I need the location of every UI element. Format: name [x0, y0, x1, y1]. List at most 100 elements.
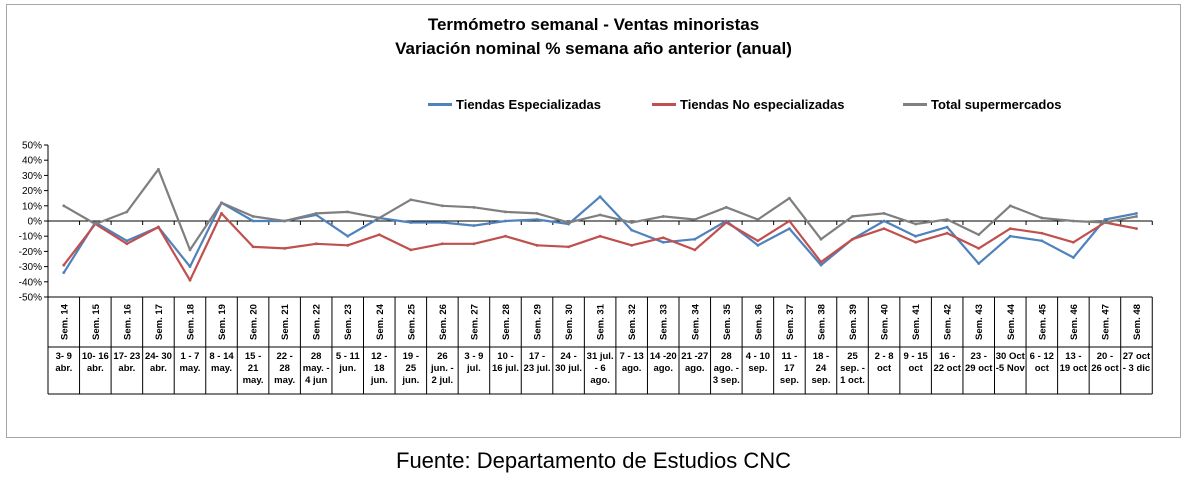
x-week-label: Sem. 41 [911, 303, 922, 340]
x-date-label: 19 - [403, 351, 419, 362]
x-week-label: Sem. 34 [690, 303, 701, 340]
x-week-label: Sem. 32 [627, 304, 638, 340]
x-date-label: jun. - [430, 363, 454, 374]
data-point-series-2 [125, 242, 129, 246]
data-point-series-1 [1008, 234, 1012, 238]
data-point-series-1 [1135, 212, 1138, 215]
data-point-series-1 [756, 243, 760, 247]
x-date-label: jun. [401, 375, 419, 386]
x-date-label: abr. [150, 363, 167, 374]
x-date-label: 31 jul. [587, 351, 614, 362]
x-date-label: sep. [748, 363, 767, 374]
x-date-label: 4 - 10 [746, 351, 770, 362]
data-point-series-2 [440, 242, 444, 246]
x-date-label: 5 - 11 [336, 351, 360, 362]
data-point-series-1 [409, 221, 413, 224]
data-point-series-2 [314, 242, 318, 246]
x-date-label: 10 - [497, 351, 513, 362]
x-date-label: 29 oct [965, 363, 993, 374]
data-point-series-3 [504, 210, 507, 214]
data-point-series-2 [914, 240, 918, 244]
data-point-series-2 [1071, 240, 1075, 244]
x-date-label: 28 [721, 351, 732, 362]
data-point-series-2 [630, 243, 634, 247]
x-date-label: jul. [466, 363, 481, 374]
data-point-series-3 [1103, 221, 1107, 224]
data-point-series-3 [220, 201, 223, 205]
data-point-series-2 [788, 219, 791, 223]
data-point-series-1 [630, 228, 634, 232]
x-week-label: Sem. 43 [974, 304, 985, 340]
y-tick-label: -10% [19, 232, 42, 243]
data-point-series-2 [188, 278, 192, 282]
y-tick-label: 40% [22, 156, 42, 167]
x-date-label: 1 oct. [840, 375, 865, 386]
x-date-label: 23 - [971, 351, 987, 362]
data-point-series-2 [977, 246, 981, 250]
data-point-series-3 [472, 205, 476, 209]
y-tick-label: -30% [19, 262, 42, 273]
x-date-label: may. [179, 363, 200, 374]
x-week-label: Sem. 24 [375, 303, 386, 340]
x-date-label: 24 [816, 363, 827, 374]
data-point-series-3 [567, 221, 570, 224]
data-point-series-2 [504, 234, 507, 238]
series-line-2 [62, 212, 1138, 282]
x-date-label: - 3 dic [1123, 363, 1150, 374]
data-point-series-3 [62, 204, 66, 208]
x-week-label: Sem. 21 [280, 303, 291, 340]
x-week-label: Sem. 31 [596, 303, 607, 340]
x-date-label: oct [909, 363, 924, 374]
x-date-label: 3 sep. [713, 375, 740, 386]
chart-title: Termómetro semanal - Ventas minoristas [427, 15, 760, 34]
data-point-series-3 [914, 222, 918, 226]
x-date-label: 16 jul. [492, 363, 519, 374]
x-week-label: Sem. 42 [943, 304, 954, 340]
x-week-label: Sem. 48 [1132, 304, 1143, 340]
x-date-label: 28 [279, 363, 290, 374]
x-date-label: 25 [406, 363, 417, 374]
legend-label-total-supermercados: Total supermercados [931, 96, 1062, 112]
x-week-label: Sem. 18 [185, 304, 196, 340]
data-point-series-3 [283, 219, 287, 223]
source-footer: Fuente: Departamento de Estudios CNC [396, 448, 791, 473]
data-point-series-2 [1008, 227, 1012, 231]
x-week-label: Sem. 14 [59, 303, 70, 340]
x-date-label: abr. [55, 363, 72, 374]
data-point-series-3 [377, 216, 381, 220]
y-tick-label: -40% [19, 277, 42, 288]
data-point-series-2 [220, 212, 223, 215]
legend-label-especializadas: Tiendas Especializadas [456, 96, 601, 112]
data-point-series-1 [977, 262, 981, 265]
x-date-label: ago. - [714, 363, 739, 374]
data-point-series-3 [945, 218, 949, 221]
x-week-label: Sem. 19 [217, 304, 228, 340]
x-date-label: 3 - 9 [464, 351, 483, 362]
data-point-series-3 [1040, 216, 1044, 220]
data-point-series-1 [1040, 239, 1044, 243]
data-point-series-1 [945, 225, 949, 229]
data-point-series-3 [598, 213, 602, 217]
data-point-series-3 [346, 210, 350, 214]
data-point-series-3 [882, 212, 886, 215]
x-week-label: Sem. 37 [785, 304, 796, 340]
x-date-label: - 6 [595, 363, 606, 374]
line-chart: 50% 40% 30% 20% 10% 0% -10% -20% -30% -40% -50% Sem… [19, 141, 1153, 395]
data-point-series-3 [1071, 219, 1075, 223]
data-point-series-1 [62, 271, 66, 275]
legend-swatch-no-especializadas [652, 102, 676, 106]
x-week-label: Sem. 38 [816, 304, 827, 340]
x-date-label: may. [211, 363, 232, 374]
data-point-series-3 [314, 212, 318, 215]
x-date-label: 2 - 8 [875, 351, 894, 362]
x-date-label: 23 jul. [524, 363, 551, 374]
y-tick-label: -20% [19, 247, 42, 258]
data-point-series-3 [1008, 204, 1012, 208]
data-point-series-1 [788, 227, 791, 231]
x-date-label: 16 - [939, 351, 955, 362]
data-point-series-2 [851, 237, 854, 241]
x-date-label: 20 - [1097, 351, 1113, 362]
data-point-series-1 [125, 239, 129, 243]
x-date-label: 3- 9 [56, 351, 72, 362]
x-date-label: 19 oct [1060, 363, 1088, 374]
